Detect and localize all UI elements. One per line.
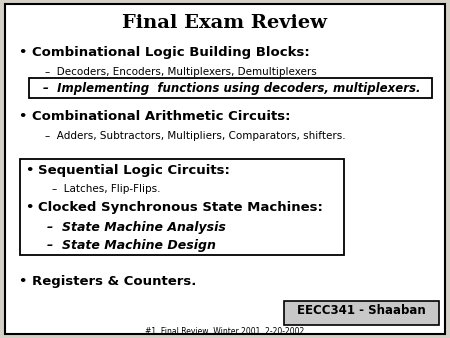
FancyBboxPatch shape (5, 4, 445, 334)
Text: –  State Machine Analysis: – State Machine Analysis (47, 221, 226, 234)
Text: Combinational Arithmetic Circuits:: Combinational Arithmetic Circuits: (32, 110, 290, 123)
Text: Registers & Counters.: Registers & Counters. (32, 275, 196, 288)
Text: –  Decoders, Encoders, Multiplexers, Demultiplexers: – Decoders, Encoders, Multiplexers, Demu… (45, 67, 317, 77)
Text: •: • (18, 275, 27, 288)
Text: –  Adders, Subtractors, Multipliers, Comparators, shifters.: – Adders, Subtractors, Multipliers, Comp… (45, 131, 346, 141)
FancyBboxPatch shape (284, 301, 439, 325)
Text: •: • (25, 201, 33, 214)
Text: •: • (25, 164, 33, 177)
Text: •: • (18, 46, 27, 59)
Text: Combinational Logic Building Blocks:: Combinational Logic Building Blocks: (32, 46, 309, 59)
FancyBboxPatch shape (20, 159, 344, 255)
Text: –  Implementing  functions using decoders, multiplexers.: – Implementing functions using decoders,… (43, 82, 420, 95)
Text: #1  Final Review  Winter 2001  2-20-2002: #1 Final Review Winter 2001 2-20-2002 (145, 328, 305, 336)
Text: EECC341 - Shaaban: EECC341 - Shaaban (297, 304, 426, 317)
FancyBboxPatch shape (29, 78, 432, 98)
Text: Sequential Logic Circuits:: Sequential Logic Circuits: (38, 164, 230, 177)
Text: –  Latches, Flip-Flips.: – Latches, Flip-Flips. (52, 184, 160, 194)
Text: Clocked Synchronous State Machines:: Clocked Synchronous State Machines: (38, 201, 323, 214)
Text: –  State Machine Design: – State Machine Design (47, 239, 216, 252)
Text: Final Exam Review: Final Exam Review (122, 14, 328, 32)
Text: •: • (18, 110, 27, 123)
